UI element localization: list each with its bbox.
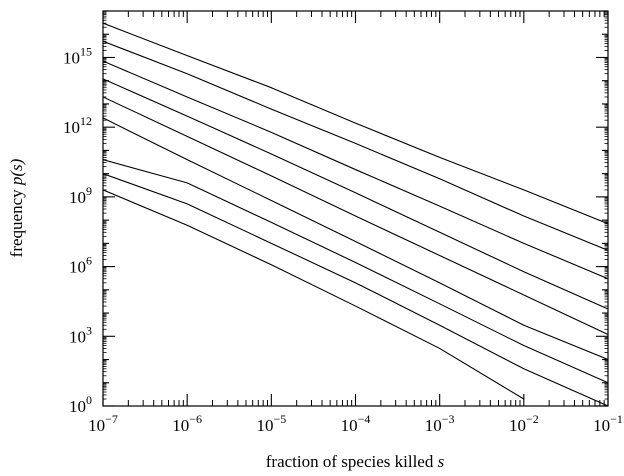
x-tick-label: 10−4 — [341, 412, 371, 435]
y-tick-base: 10 — [69, 327, 86, 346]
x-tick-base: 10 — [172, 416, 189, 435]
x-axis-label-text: fraction of species killed — [266, 452, 434, 471]
y-tick-exp: 12 — [80, 114, 92, 128]
x-tick-exp: −2 — [526, 412, 539, 426]
x-tick-exp: −5 — [273, 412, 286, 426]
x-tick-base: 10 — [509, 416, 526, 435]
y-tick-base: 10 — [69, 397, 86, 416]
minor-ticks — [103, 10, 608, 406]
series-line-4 — [103, 78, 608, 310]
y-tick-label: 109 — [69, 184, 92, 207]
series-layer — [103, 22, 608, 406]
x-tick-exp: −4 — [358, 412, 371, 426]
x-tick-labels: 10−7 10−6 10−5 10−4 10−3 10−2 10−1 — [88, 412, 623, 435]
x-tick-exp: −3 — [442, 412, 455, 426]
x-tick-label: 10−5 — [256, 412, 286, 435]
x-axis-label-var: s — [438, 452, 445, 471]
y-tick-exp: 9 — [86, 184, 92, 198]
x-tick-label: 10−2 — [509, 412, 539, 435]
x-tick-label: 10−1 — [593, 412, 623, 435]
y-tick-exp: 15 — [80, 44, 92, 58]
series-line-8 — [103, 173, 608, 406]
x-tick-base: 10 — [88, 416, 105, 435]
y-tick-exp: 0 — [86, 393, 92, 407]
y-tick-base: 10 — [63, 48, 80, 67]
x-tick-label: 10−7 — [88, 412, 118, 435]
y-tick-label: 1012 — [63, 114, 92, 137]
y-tick-label: 103 — [69, 323, 92, 346]
series-line-1 — [103, 22, 608, 225]
y-tick-base: 10 — [69, 188, 86, 207]
series-line-7 — [103, 159, 608, 384]
y-tick-label: 1015 — [63, 44, 92, 67]
x-tick-base: 10 — [256, 416, 273, 435]
y-tick-label: 106 — [69, 254, 92, 277]
y-tick-label: 100 — [69, 393, 92, 416]
x-tick-base: 10 — [341, 416, 358, 435]
series-line-5 — [103, 96, 608, 335]
series-line-6 — [103, 117, 608, 361]
x-tick-label: 10−6 — [172, 412, 202, 435]
y-axis-label: frequency p(s) — [7, 158, 26, 257]
x-tick-base: 10 — [593, 416, 610, 435]
y-axis-label-text: frequency — [7, 189, 26, 257]
x-axis-label: fraction of species killed s — [266, 452, 445, 471]
x-tick-base: 10 — [425, 416, 442, 435]
series-line-9 — [103, 189, 525, 400]
y-axis-label-var: p(s) — [7, 158, 26, 186]
y-tick-exp: 3 — [86, 323, 92, 337]
x-tick-exp: −6 — [189, 412, 202, 426]
x-tick-exp: −1 — [610, 412, 623, 426]
major-ticks — [102, 11, 609, 407]
x-tick-label: 10−3 — [425, 412, 455, 435]
x-tick-exp: −7 — [105, 412, 118, 426]
y-tick-base: 10 — [69, 258, 86, 277]
y-tick-base: 10 — [63, 118, 80, 137]
series-line-3 — [103, 60, 608, 280]
series-line-2 — [103, 40, 608, 251]
y-tick-exp: 6 — [86, 254, 92, 268]
